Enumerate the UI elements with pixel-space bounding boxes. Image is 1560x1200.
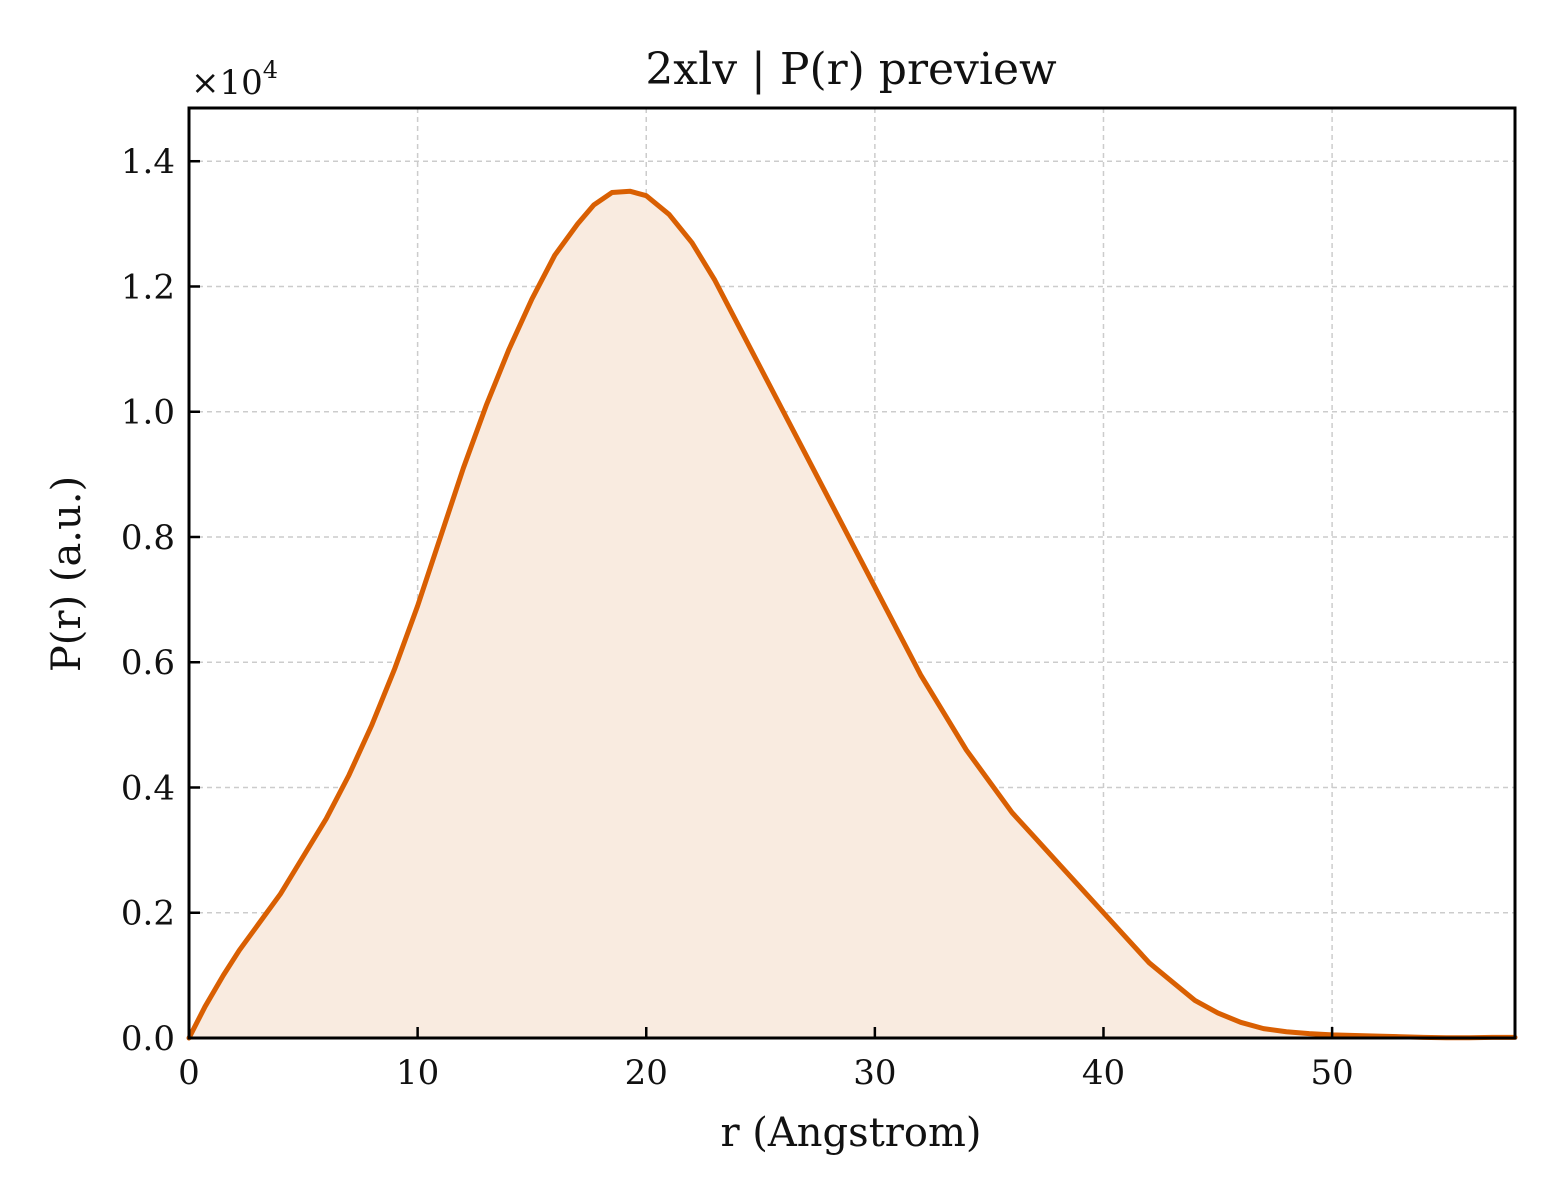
y-axis-multiplier: ×104 <box>191 56 278 103</box>
x-tick-label: 20 <box>625 1053 668 1093</box>
chart-title: 2xlv | P(r) preview <box>645 44 1057 95</box>
y-tick-label: 0.4 <box>121 768 175 808</box>
x-tick-label: 40 <box>1082 1053 1125 1093</box>
ticks: 0 10 20 30 40 50 0.0 0.2 0.4 0.6 0.8 1.0 1.2 1.4 <box>121 142 1354 1093</box>
y-tick-label: 0.0 <box>121 1019 175 1059</box>
x-tick-label: 50 <box>1310 1053 1353 1093</box>
y-tick-label: 0.2 <box>121 894 175 934</box>
x-axis-label: r (Angstrom) <box>720 1110 981 1156</box>
x-tick-label: 10 <box>396 1053 439 1093</box>
y-tick-label: 1.0 <box>121 393 175 433</box>
y-multiplier-exponent: 4 <box>263 56 278 84</box>
y-tick-label: 1.4 <box>121 142 175 182</box>
plot-frame <box>187 106 1517 1040</box>
y-tick-label: 0.8 <box>121 518 175 558</box>
pr-area-fill <box>189 191 1515 1039</box>
y-multiplier-base: ×10 <box>191 63 263 103</box>
x-tick-label: 30 <box>853 1053 896 1093</box>
pr-series-line <box>186 188 1518 1041</box>
x-tick-label: 0 <box>178 1053 200 1093</box>
y-tick-label: 1.2 <box>121 267 175 307</box>
y-axis-label: P(r) (a.u.) <box>44 476 90 672</box>
y-tick-label: 0.6 <box>121 643 175 683</box>
